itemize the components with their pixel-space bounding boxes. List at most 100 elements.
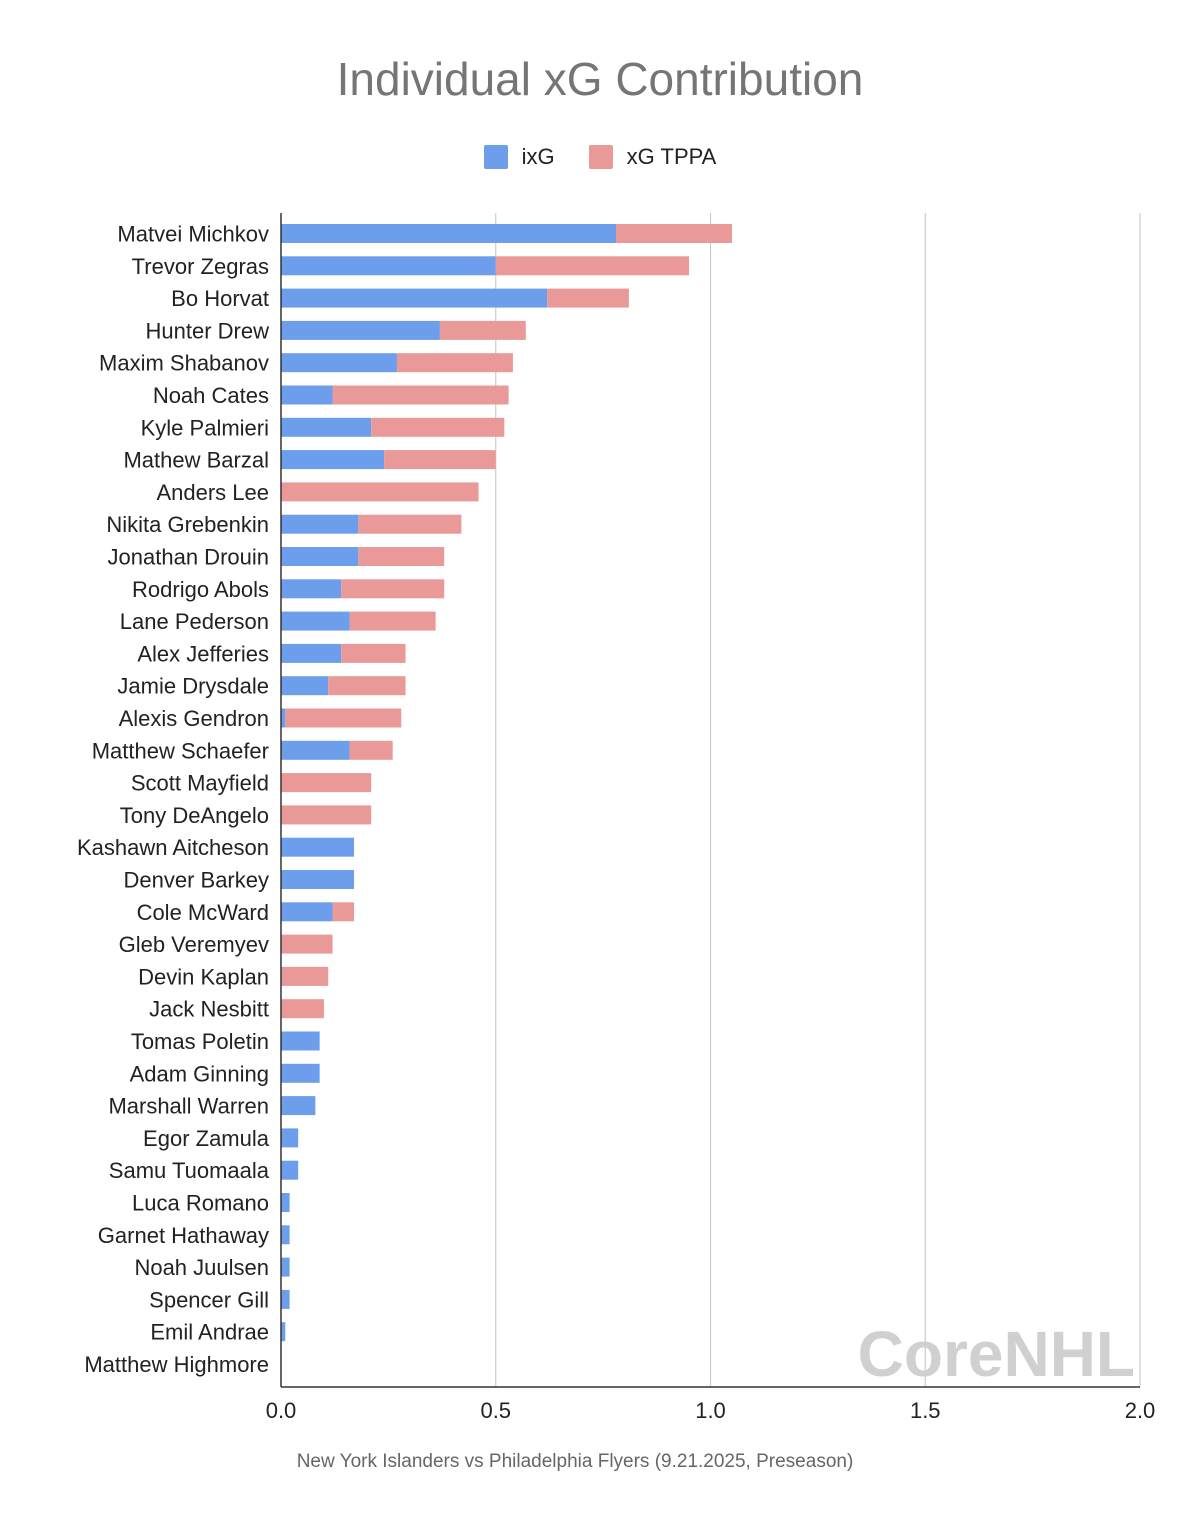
bar-xg-tppa: [281, 805, 372, 825]
category-label: Alex Jefferies: [137, 641, 269, 666]
category-label: Denver Barkey: [123, 868, 269, 893]
x-tick-label: 0.0: [266, 1398, 297, 1423]
category-label: Nikita Grebenkin: [106, 512, 269, 537]
category-label: Matthew Highmore: [84, 1352, 269, 1377]
category-label: Tony DeAngelo: [120, 803, 269, 828]
bar-ixg: [281, 837, 355, 857]
bar-ixg: [281, 1225, 290, 1245]
bar-ixg: [281, 708, 286, 728]
bar-ixg: [281, 902, 333, 922]
category-label: Gleb Veremyev: [119, 932, 269, 957]
legend-swatch-ixg: [483, 145, 508, 169]
category-label: Cole McWard: [137, 900, 269, 925]
bar-ixg: [281, 676, 329, 696]
plot-area: Matvei Michkov Trevor Zegras Bo Horvat Hunt…: [77, 213, 1156, 1423]
x-tick-label: 2.0: [1125, 1398, 1156, 1423]
bar-ixg: [281, 1160, 299, 1180]
chart-title: Individual xG Contribution: [336, 53, 864, 105]
bar-ixg: [281, 385, 333, 405]
bar-ixg: [281, 579, 342, 599]
bar-ixg: [281, 643, 342, 663]
bar-ixg: [281, 1063, 320, 1083]
bar-xg-tppa: [349, 740, 393, 760]
bar-ixg: [281, 353, 397, 373]
bar-xg-tppa: [341, 643, 406, 663]
bar-xg-tppa: [332, 385, 509, 405]
bar-ixg: [281, 611, 350, 631]
legend: ixG xG TPPA: [0, 144, 1200, 170]
bar-xg-tppa: [495, 256, 690, 276]
bar-ixg: [281, 870, 355, 889]
legend-item-ixg[interactable]: ixG: [483, 144, 555, 170]
bar-xg-tppa: [358, 514, 462, 534]
bar-ixg: [281, 1128, 299, 1148]
category-label: Samu Tuomaala: [109, 1158, 270, 1183]
bar-ixg: [281, 740, 350, 760]
chart-subtitle: New York Islanders vs Philadelphia Flyer…: [296, 1451, 854, 1472]
legend-label-xg-tppa: xG TPPA: [626, 144, 717, 169]
watermark-logo: CoreNHL: [858, 1318, 1135, 1390]
bar-xg-tppa: [547, 288, 629, 308]
bar-xg-tppa: [341, 579, 445, 599]
category-label: Jamie Drysdale: [117, 674, 269, 699]
bar-xg-tppa: [439, 320, 526, 340]
bar-ixg: [281, 1031, 320, 1051]
category-label: Noah Cates: [153, 383, 269, 408]
category-label: Bo Horvat: [171, 286, 269, 311]
category-label: Egor Zamula: [143, 1126, 270, 1151]
category-label: Jack Nesbitt: [149, 997, 269, 1022]
category-label: Kashawn Aitcheson: [77, 835, 269, 860]
bar-xg-tppa: [281, 966, 329, 986]
bar-ixg: [281, 288, 548, 308]
bar-ixg: [281, 1289, 290, 1309]
bar-xg-tppa: [371, 417, 505, 437]
bar-xg-tppa: [396, 353, 513, 373]
category-label: Tomas Poletin: [131, 1029, 269, 1054]
bar-xg-tppa: [281, 482, 479, 502]
category-label: Trevor Zegras: [132, 254, 269, 279]
bar-xg-tppa: [328, 676, 406, 696]
category-label: Jonathan Drouin: [108, 545, 269, 570]
bar-ixg: [281, 224, 617, 243]
bar-xg-tppa: [358, 547, 445, 566]
bar-xg-tppa: [384, 450, 496, 470]
category-label: Matthew Schaefer: [92, 738, 269, 763]
bar-ixg: [281, 1322, 286, 1342]
bar-ixg: [281, 547, 359, 566]
category-label: Anders Lee: [156, 480, 269, 505]
bar-ixg: [281, 256, 496, 276]
legend-item-xg-tppa[interactable]: xG TPPA: [588, 144, 717, 170]
category-label: Scott Mayfield: [131, 771, 269, 796]
bar-ixg: [281, 417, 372, 437]
category-label: Kyle Palmieri: [141, 415, 269, 440]
category-label: Mathew Barzal: [123, 448, 269, 473]
legend-swatch-xg-tppa: [588, 145, 613, 169]
bar-xg-tppa: [285, 708, 402, 728]
category-label: Marshall Warren: [108, 1094, 269, 1119]
category-label: Hunter Drew: [146, 318, 270, 343]
bar-xg-tppa: [616, 224, 732, 243]
bar-xg-tppa: [349, 611, 436, 631]
bar-ixg: [281, 1096, 316, 1116]
bar-xg-tppa: [281, 999, 324, 1019]
category-label: Spencer Gill: [149, 1287, 269, 1312]
bar-ixg: [281, 320, 440, 340]
x-tick-label: 0.5: [480, 1398, 511, 1423]
category-label: Maxim Shabanov: [99, 351, 269, 376]
category-label: Matvei Michkov: [117, 222, 269, 247]
category-label: Lane Pederson: [120, 609, 269, 634]
bar-xg-tppa: [281, 934, 333, 954]
category-label: Luca Romano: [132, 1191, 269, 1216]
bar-xg-tppa: [281, 773, 372, 793]
category-label: Garnet Hathaway: [98, 1223, 269, 1248]
category-label: Adam Ginning: [130, 1061, 269, 1086]
category-label: Noah Juulsen: [134, 1255, 269, 1280]
bar-ixg: [281, 450, 385, 470]
x-tick-label: 1.0: [695, 1398, 726, 1423]
bar-ixg: [281, 1193, 290, 1212]
category-label: Emil Andrae: [150, 1320, 269, 1345]
category-label: Alexis Gendron: [119, 706, 269, 731]
category-label: Devin Kaplan: [138, 964, 269, 989]
x-tick-label: 1.5: [910, 1398, 941, 1423]
bar-xg-tppa: [332, 902, 355, 922]
